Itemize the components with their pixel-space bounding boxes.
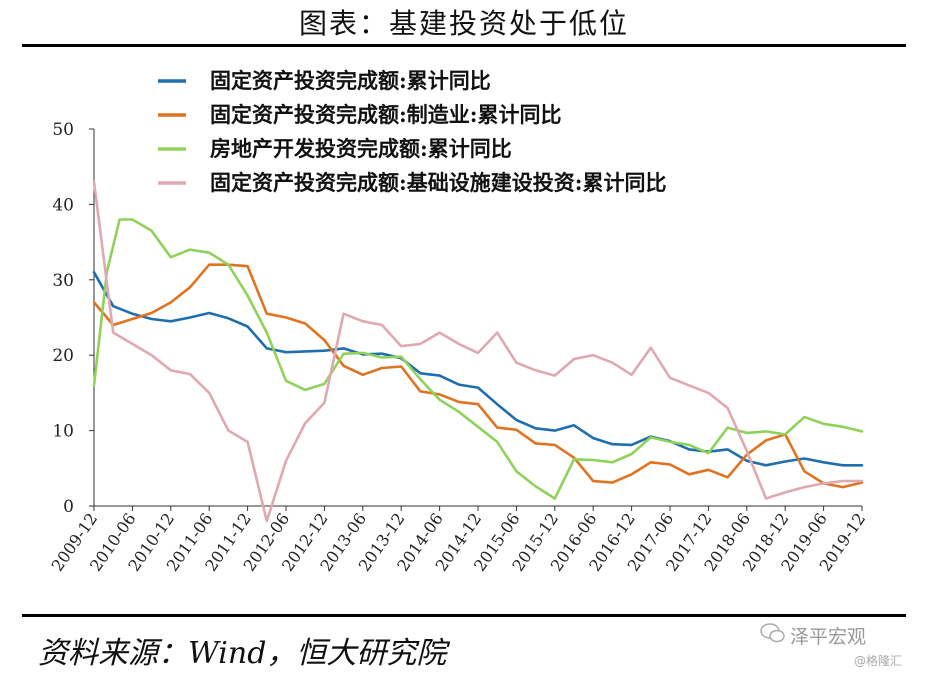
series-line-4 bbox=[92, 180, 864, 523]
y-tick-label: 40 bbox=[52, 195, 74, 215]
bottom-rule bbox=[22, 614, 906, 617]
top-rule bbox=[22, 44, 906, 47]
page-title: 图表：基建投资处于低位 bbox=[298, 7, 629, 40]
chart-series-lines bbox=[92, 180, 864, 523]
watermark-sub: @格隆汇 bbox=[854, 654, 903, 668]
legend-label-4: 固定资产投资完成额:基础设施建设投资:累计同比 bbox=[210, 170, 667, 195]
legend-label-1: 固定资产投资完成额:累计同比 bbox=[210, 68, 491, 93]
series-line-1 bbox=[92, 271, 864, 467]
source-note: 资料来源：Wind，恒大研究院 bbox=[38, 636, 447, 671]
y-tick-label: 0 bbox=[63, 497, 74, 517]
series-line-2 bbox=[92, 263, 864, 489]
wechat-icon bbox=[760, 623, 785, 643]
legend-label-2: 固定资产投资完成额:制造业:累计同比 bbox=[210, 102, 562, 127]
y-tick-label: 50 bbox=[52, 120, 74, 140]
chart-legend: 固定资产投资完成额:累计同比固定资产投资完成额:制造业:累计同比房地产开发投资完… bbox=[158, 68, 667, 195]
y-tick-label: 30 bbox=[52, 271, 74, 291]
y-tick-label: 10 bbox=[52, 422, 74, 442]
watermark-main: 泽平宏观 bbox=[790, 626, 867, 648]
series-line-3 bbox=[92, 218, 864, 500]
y-tick-label: 20 bbox=[52, 346, 74, 366]
legend-label-3: 房地产开发投资完成额:累计同比 bbox=[210, 136, 512, 161]
